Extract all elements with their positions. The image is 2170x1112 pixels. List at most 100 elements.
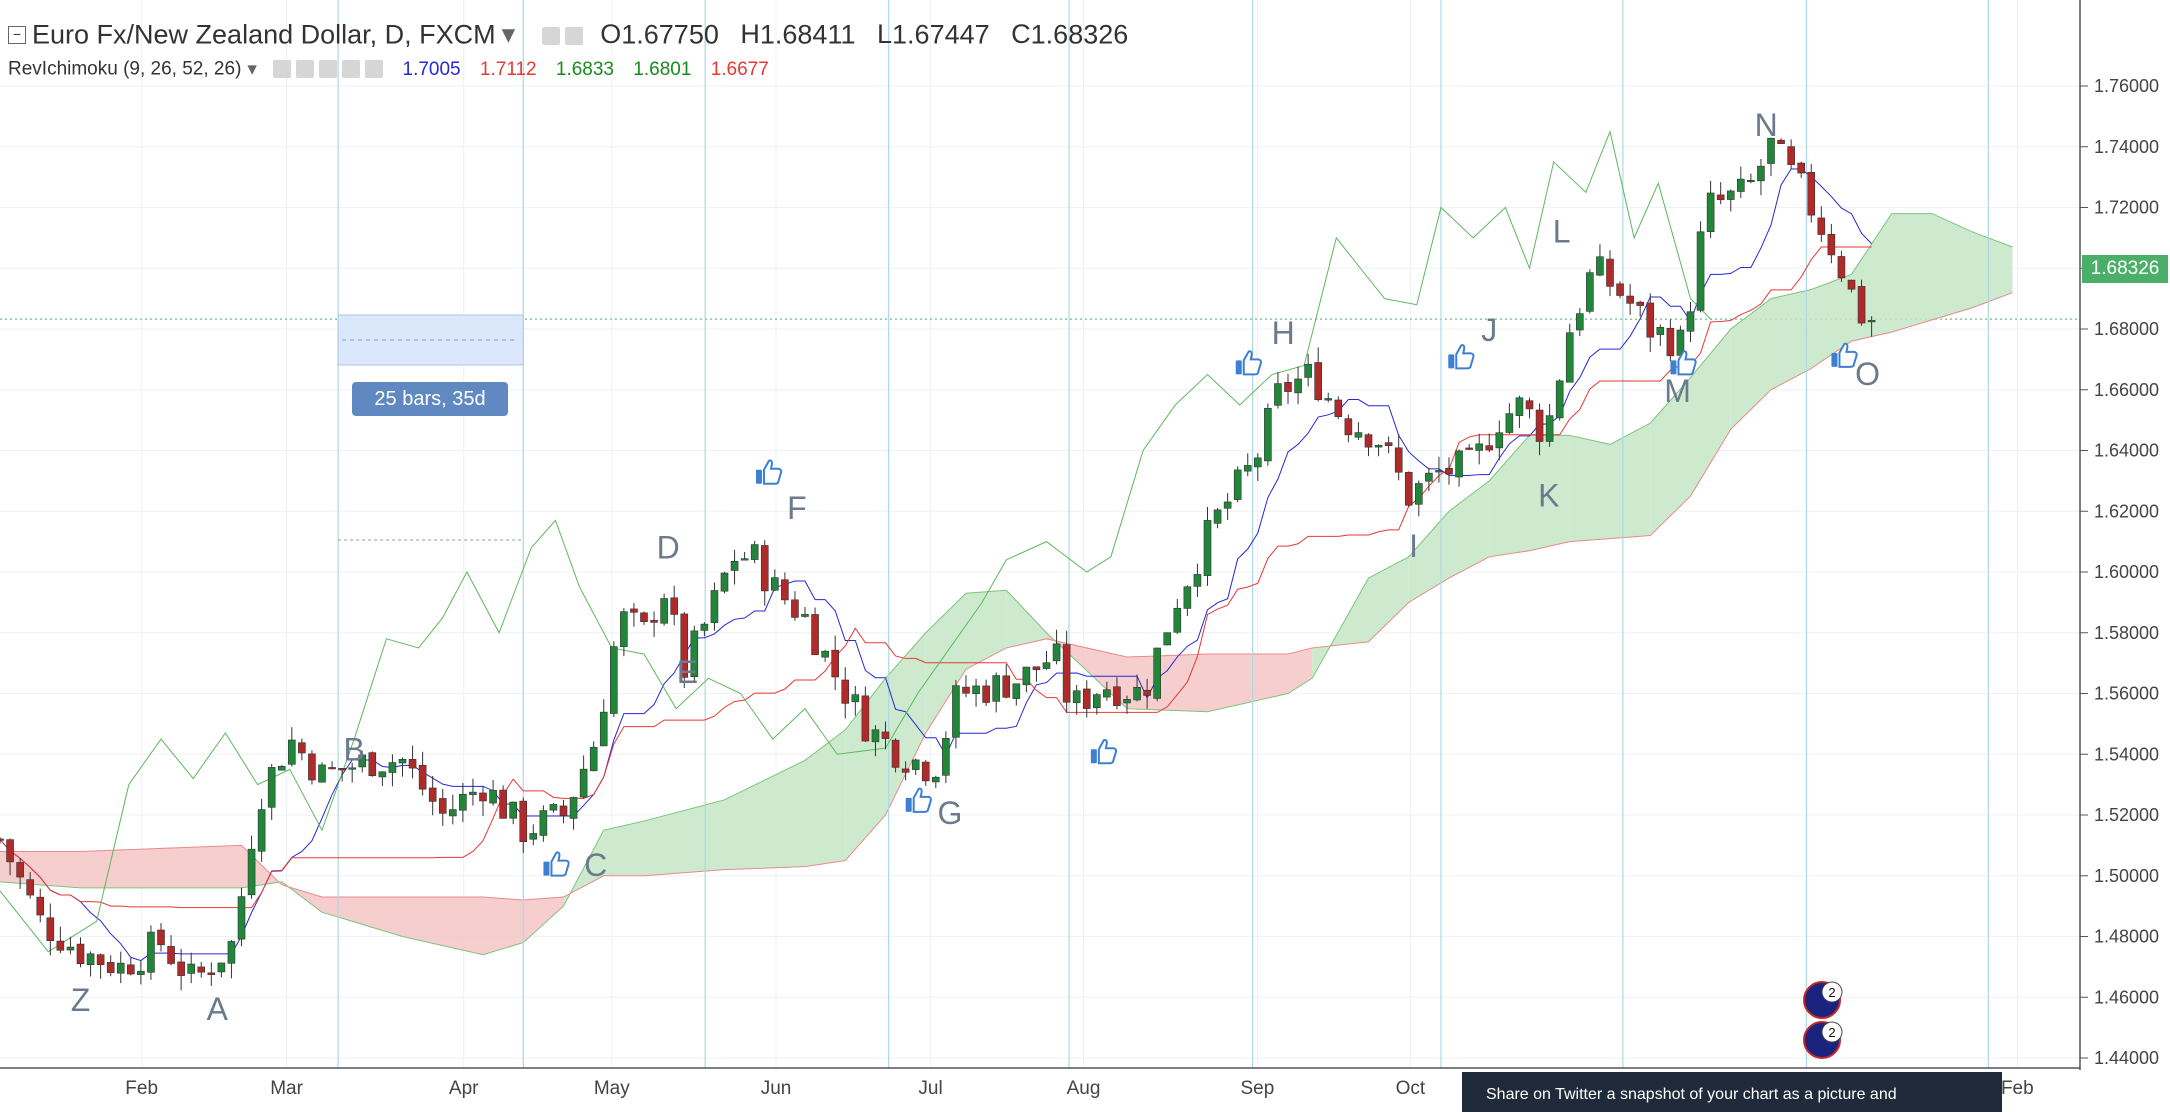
candle-body (1153, 647, 1161, 699)
candle-body (962, 686, 970, 694)
idea-likes[interactable] (543, 342, 1858, 877)
cloud-segment (1408, 511, 1449, 603)
candle-body (519, 800, 528, 843)
candle-body (1475, 443, 1483, 451)
thumbs-up-icon[interactable] (755, 459, 783, 485)
candle-body (1254, 457, 1262, 468)
candle-body (891, 739, 900, 768)
thumbs-up-cuff (543, 861, 550, 876)
candle-body (207, 972, 216, 975)
indicator-controls[interactable] (268, 59, 384, 80)
candle-body (1133, 686, 1141, 701)
thumbs-up-hand (762, 459, 783, 485)
twitter-share-tooltip: Share on Twitter a snapshot of your char… (1462, 1072, 2002, 1112)
thumbs-up-icon[interactable] (1670, 350, 1697, 376)
thumbs-up-icon[interactable] (1448, 344, 1475, 370)
candle-body (680, 613, 689, 678)
candle-body (328, 767, 336, 770)
price-axis[interactable]: 1.44000 1.46000 1.48000 1.50000 1.52000 1.540… (2079, 0, 2159, 1070)
pivot-label-d: D (657, 529, 680, 565)
cloud-segment (845, 678, 886, 861)
symbol-legend: − Euro Fx/New Zealand Dollar, D, FXCM ▾ O1… (8, 18, 1128, 50)
month-label: Feb (2001, 1078, 2034, 1099)
candle-body (1555, 380, 1564, 419)
low-value: 1.67447 (892, 19, 990, 50)
dropdown-icon[interactable]: ▾ (501, 19, 516, 50)
candle-body (831, 649, 839, 678)
candle-body (86, 953, 95, 966)
thumbs-up-cuff (755, 469, 762, 484)
candle-body (1525, 400, 1534, 410)
price-tick-label: 1.46000 (2094, 987, 2159, 1007)
open-label: O (600, 19, 622, 50)
candle-body (1203, 520, 1212, 576)
event-flags[interactable]: 22 (1803, 981, 1843, 1059)
last-price-tag: 1.68326 (2082, 255, 2168, 283)
candle-body (358, 754, 367, 768)
span-b-value: 1.6801 (633, 58, 692, 80)
candle-body (1857, 286, 1866, 324)
candle-body (16, 862, 24, 878)
cloud-segment (1288, 647, 1313, 694)
candle-body (1867, 320, 1876, 323)
candlesticks (0, 137, 1876, 991)
price-tick-label: 1.54000 (2094, 744, 2159, 764)
thumbs-up-cuff (1235, 360, 1242, 375)
dropdown-icon[interactable]: ▾ (247, 59, 257, 80)
month-label: Jul (918, 1078, 942, 1099)
nz-flag-icon[interactable]: 2 (1803, 1021, 1843, 1059)
candle-body (449, 809, 457, 817)
price-tick-label: 1.72000 (2094, 198, 2159, 218)
candle-body (670, 597, 678, 615)
cloud-segment (1449, 480, 1490, 579)
thumbs-up-hand (1838, 342, 1858, 368)
candle-body (1606, 258, 1614, 287)
pivot-labels: Z A B C D E F G H I J K L M N O (71, 107, 1880, 1027)
time-axis[interactable]: Feb Mar Apr May Jun Jul Aug Sep Oct Feb (0, 1067, 2080, 1099)
candle-body (1706, 192, 1715, 233)
month-label: Sep (1241, 1078, 1275, 1099)
nz-flag-icon[interactable]: 2 (1803, 981, 1843, 1019)
candle-body (388, 762, 397, 773)
candle-body (1847, 279, 1856, 290)
candle-body (177, 961, 185, 976)
candle-body (1404, 472, 1413, 506)
candle-body (1737, 178, 1745, 192)
candle-body (549, 804, 558, 811)
cloud-segment (1811, 274, 1852, 369)
thumbs-up-icon[interactable] (1090, 739, 1118, 765)
eye-icon[interactable] (537, 19, 583, 49)
thumbs-up-icon[interactable] (905, 787, 932, 813)
candle-body (1465, 447, 1473, 450)
candle-body (1274, 383, 1282, 406)
close-value: 1.68326 (1030, 19, 1129, 50)
thumbs-up-icon[interactable] (543, 851, 570, 877)
collapse-icon[interactable]: − (8, 25, 26, 44)
indicator-name: RevIchimoku (9, 26, 52, 26) (8, 58, 242, 80)
candle-body (1284, 382, 1292, 392)
candle-body (0, 838, 4, 841)
cloud-segment (1771, 289, 1812, 390)
price-tick-label: 1.68000 (2094, 319, 2159, 339)
candle-body (1767, 137, 1775, 164)
candle-body (1616, 283, 1624, 296)
pivot-label-a: A (207, 991, 229, 1027)
chikou-line (0, 129, 1712, 953)
thumbs-up-cuff (905, 797, 912, 812)
thumbs-up-icon[interactable] (1831, 342, 1858, 368)
candle-body (781, 579, 789, 601)
candle-body (499, 789, 507, 819)
price-tick-label: 1.66000 (2094, 380, 2159, 400)
thumbs-up-hand (912, 787, 932, 813)
candle-body (438, 798, 447, 814)
candle-body (1173, 607, 1182, 633)
candle-body (1435, 470, 1443, 473)
price-tick-label: 1.74000 (2094, 137, 2159, 157)
thumbs-up-icon[interactable] (1235, 350, 1262, 376)
month-label: Jun (761, 1078, 792, 1099)
candle-body (197, 966, 206, 973)
low-label: L (877, 19, 893, 50)
measure-tool[interactable] (337, 314, 524, 541)
price-tick-label: 1.50000 (2094, 866, 2159, 886)
